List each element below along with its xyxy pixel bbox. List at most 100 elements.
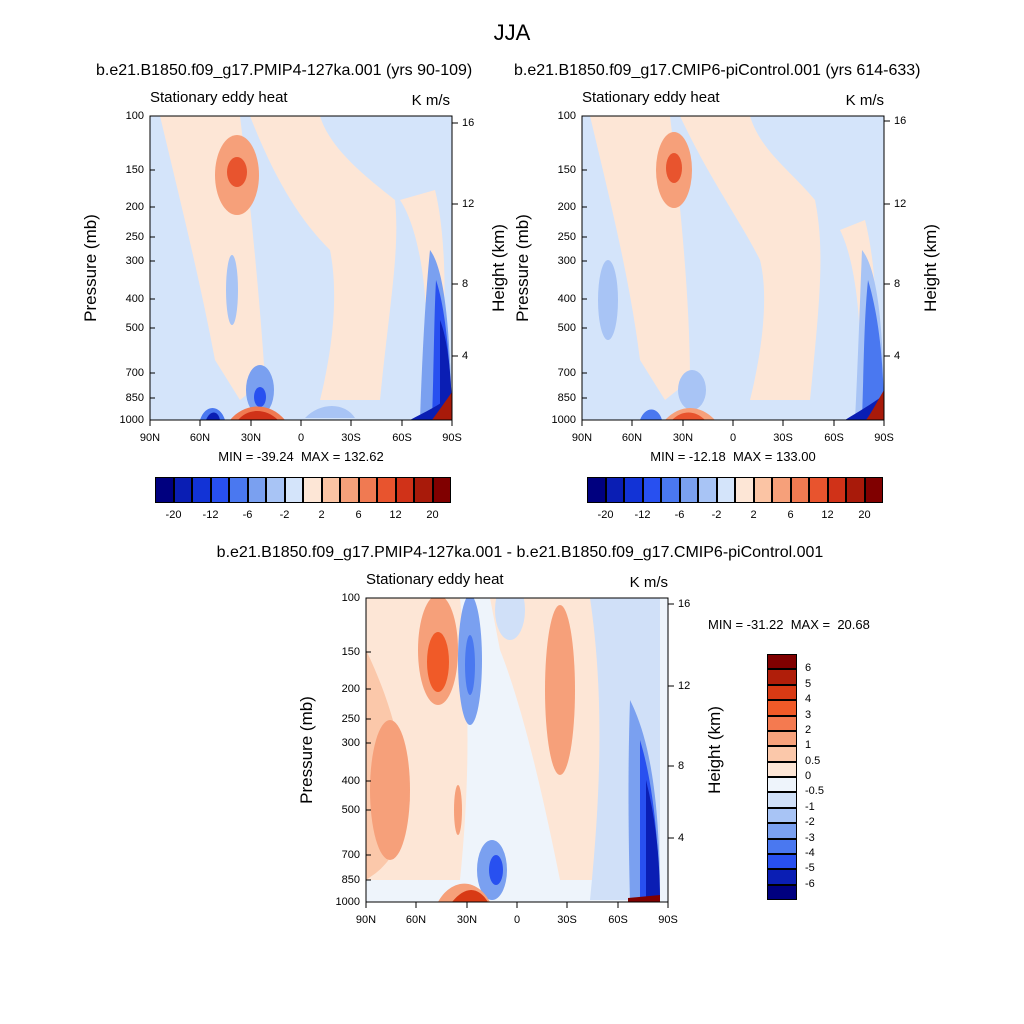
lat-tick: 90S <box>442 432 462 444</box>
height-tick: 8 <box>462 278 469 290</box>
height-tick: 8 <box>678 760 685 772</box>
height-tick: 16 <box>462 117 475 129</box>
colorbar-label: -4 <box>805 846 815 859</box>
panel-2-bottom-ticks <box>581 420 885 426</box>
height-tick: 4 <box>894 350 901 362</box>
colorbar-label: 6 <box>805 662 812 675</box>
pressure-tick: 700 <box>557 367 576 379</box>
panel-1-min-max: MIN = -39.24 MAX = 132.62 <box>218 449 384 464</box>
colorbar-swatch <box>247 477 266 503</box>
colorbar-swatch <box>767 669 797 685</box>
pressure-tick: 300 <box>341 737 360 749</box>
panel-3-ylabel-pressure: Pressure (mb) <box>297 696 316 804</box>
pressure-tick: 300 <box>125 255 144 267</box>
lat-tick: 60S <box>392 432 412 444</box>
colorbar-swatch <box>767 807 797 824</box>
lat-tick: 60S <box>824 432 844 444</box>
panel-1-variable-label: Stationary eddy heat <box>150 89 288 106</box>
colorbar-swatch <box>772 477 791 503</box>
lat-tick: 90N <box>139 432 161 444</box>
colorbar-swatch <box>809 477 828 503</box>
panel-1-right-ticks <box>452 122 458 357</box>
height-tick: 12 <box>678 680 691 692</box>
pressure-tick: 400 <box>341 775 360 787</box>
colorbar-swatch <box>767 884 797 900</box>
colorbar-swatch <box>155 477 174 503</box>
colorbar-swatch <box>377 477 396 503</box>
panel-2-right-ticks <box>884 120 890 357</box>
panel-3-right-ticks <box>668 603 674 839</box>
colorbar-label: 12 <box>389 509 402 521</box>
colorbar-swatch <box>767 823 797 839</box>
pressure-tick: 1000 <box>551 414 576 426</box>
panel-2-case-title: b.e21.B1850.f09_g17.CMIP6-piControl.001 … <box>514 62 921 79</box>
pressure-tick: 500 <box>557 322 576 334</box>
colorbar-swatch <box>767 715 797 731</box>
colorbar-swatch <box>605 477 624 503</box>
colorbar-swatch <box>192 477 211 503</box>
height-tick: 12 <box>894 198 907 210</box>
panel-3-units: K m/s <box>629 574 668 591</box>
pressure-tick: 100 <box>557 110 576 122</box>
colorbar-swatch <box>767 777 797 793</box>
colorbar-swatch <box>767 838 797 854</box>
pressure-tick: 700 <box>125 367 144 379</box>
pressure-tick: 100 <box>125 110 144 122</box>
colorbar-swatch <box>587 477 606 503</box>
colorbar-label: -6 <box>805 877 815 890</box>
panel-1-contours <box>150 116 452 420</box>
colorbar-swatch <box>173 477 192 503</box>
colorbar-swatch <box>340 477 359 503</box>
colorbar-label: -1 <box>805 800 815 813</box>
panel-3-contours <box>366 598 668 902</box>
colorbar-label: -12 <box>634 509 651 521</box>
colorbar-swatch <box>767 869 797 885</box>
panel-1-bottom-ticks <box>149 420 453 426</box>
colorbar-label: 2 <box>805 723 812 736</box>
pressure-tick: 200 <box>125 201 144 213</box>
panel-2-min-max: MIN = -12.18 MAX = 133.00 <box>650 449 816 464</box>
colorbar-swatch <box>284 477 303 503</box>
lat-tick: 60N <box>621 432 643 444</box>
height-tick: 16 <box>678 598 691 610</box>
colorbar-label: 3 <box>805 708 812 721</box>
pressure-tick: 300 <box>557 255 576 267</box>
colorbar-label: 6 <box>787 509 794 521</box>
lat-tick: 90S <box>658 914 678 926</box>
colorbar-swatch <box>767 700 797 716</box>
pressure-tick: 150 <box>341 646 360 658</box>
colorbar-swatch <box>767 853 797 870</box>
colorbar-label: 0 <box>805 770 812 782</box>
panel-3-variable-label: Stationary eddy heat <box>366 571 504 588</box>
colorbar-swatch <box>767 761 797 777</box>
colorbar-label: 20 <box>426 509 439 521</box>
pressure-tick: 850 <box>341 874 360 886</box>
colorbar-swatch <box>303 477 322 503</box>
colorbar-swatch <box>767 654 797 670</box>
colorbar-label: 2 <box>318 509 325 521</box>
lat-tick: 60N <box>405 914 427 926</box>
colorbar-swatch <box>679 477 698 503</box>
colorbar-swatch <box>395 477 414 503</box>
lat-tick: 30N <box>672 432 694 444</box>
lat-tick: 60S <box>608 914 628 926</box>
colorbar-label: -6 <box>242 509 253 521</box>
lat-tick: 90S <box>874 432 894 444</box>
height-tick: 8 <box>894 278 901 290</box>
pressure-tick: 1000 <box>119 414 144 426</box>
colorbar-swatch <box>414 477 433 503</box>
colorbar-swatch <box>358 477 377 503</box>
colorbar-swatch <box>767 684 797 701</box>
height-tick: 16 <box>894 115 907 127</box>
lat-tick: 30N <box>456 914 478 926</box>
colorbar-swatch <box>753 477 772 503</box>
panel-2-variable-label: Stationary eddy heat <box>582 89 720 106</box>
colorbar-swatch <box>321 477 340 503</box>
panel-3-min-max: MIN = -31.22 MAX = 20.68 <box>708 617 870 632</box>
lat-tick: 0 <box>297 432 305 444</box>
colorbar-label: -12 <box>202 509 219 521</box>
colorbar-swatch <box>735 477 754 503</box>
colorbar-swatch <box>827 477 846 503</box>
pressure-tick: 150 <box>125 164 144 176</box>
